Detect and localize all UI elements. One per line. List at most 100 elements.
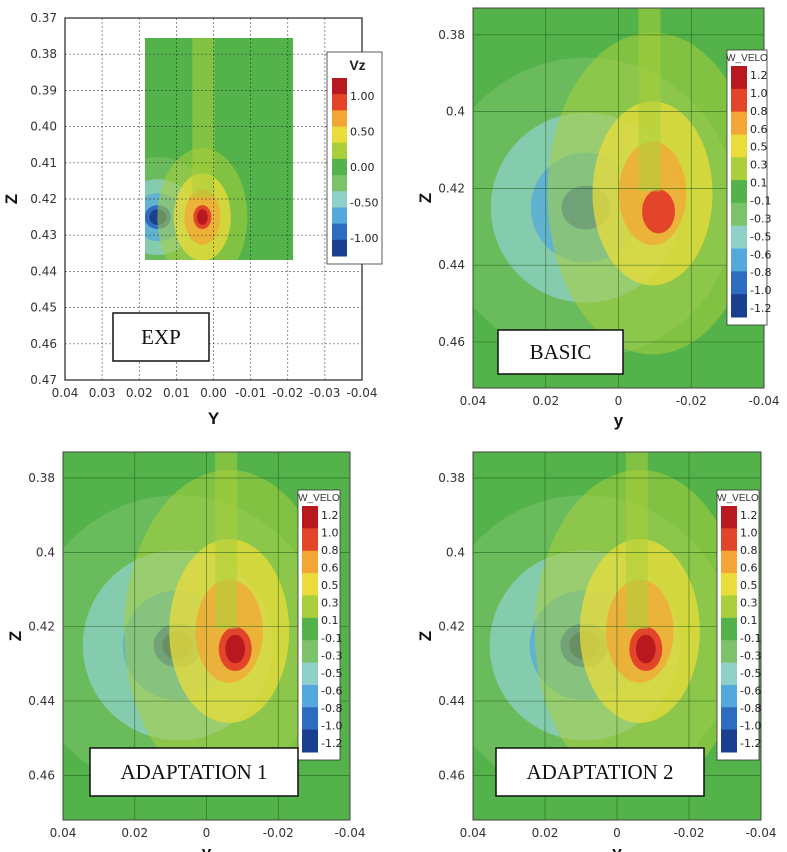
case-label-box [497,329,624,375]
y-tick-label: 0.41 [30,156,57,170]
colorbar-tick-label: 1.0 [750,87,768,100]
x-tick-label: -0.02 [263,826,294,840]
wake-streak [192,38,215,198]
colorbar-swatch [302,617,318,641]
colorbar-tick-label: 0.8 [321,544,339,557]
colorbar-tick-label: 0.6 [321,562,339,575]
colorbar-tick-label: 0.00 [350,161,375,174]
colorbar-title: Vz [349,57,365,73]
colorbar-swatch [721,573,737,596]
colorbar-tick-label: 0.5 [750,141,768,154]
colorbar-tick-label: -1.2 [750,302,771,315]
colorbar-tick-label: 1.2 [750,69,768,82]
colorbar-tick-label: 1.0 [321,526,339,539]
colorbar-tick-label: -0.8 [740,702,761,715]
x-tick-label: 0.03 [89,386,116,400]
panel-4: 0.04 0.02 0 -0.02 -0.04 0.38 0.4 0.42 0.44 0.46 y Z… [416,451,777,852]
colorbar-tick-label: 0.1 [321,614,339,627]
upwash-vortex-center [225,634,246,664]
colorbar: Vz 1.00 0.50 0.00 -0.50 -1.00 [326,51,383,265]
upwash-vortex-center [635,634,656,664]
y-tick-label: 0.46 [438,335,465,349]
x-tick-label: -0.02 [272,386,303,400]
x-tick-label: -0.02 [673,826,704,840]
y-axis-title: Z [2,194,21,204]
colorbar-swatch [302,729,318,753]
colorbar-tick-label: -0.3 [750,212,771,225]
colorbar-swatch [332,239,347,257]
x-tick-label: 0.04 [460,826,487,840]
y-axis-title: Z [416,631,435,641]
y-tick-label: 0.46 [438,768,465,782]
x-tick-label: -0.01 [235,386,266,400]
colorbar-tick-label: -0.50 [350,197,378,210]
colorbar-tick-label: 1.00 [350,90,375,103]
colorbar-tick-label: -0.3 [321,649,342,662]
colorbar-swatch [302,707,318,731]
colorbar-swatch [332,126,347,144]
x-axis-title: Y [208,409,220,428]
colorbar-swatch [302,684,318,708]
x-tick-label: 0.04 [50,826,77,840]
case-label-box [495,747,705,797]
colorbar-tick-label: -1.0 [750,284,771,297]
colorbar-swatch [302,506,318,529]
colorbar-swatch [731,225,747,250]
colorbar-swatch [721,595,737,619]
colorbar: W_VELO 1.2 1.0 0.8 0.6 0.5 0.3 0.1 -0.1 -0.3 -0.5 -… [726,49,771,326]
colorbar-tick-label: 0.3 [740,597,758,610]
colorbar-tick-label: 1.0 [740,526,758,539]
colorbar-tick-label: -0.3 [740,649,761,662]
y-tick-label: 0.38 [28,471,55,485]
y-tick-label: 0.44 [438,258,465,272]
colorbar-tick-label: -0.8 [750,266,771,279]
colorbar-tick-label: -0.6 [750,248,771,261]
colorbar-swatch [731,134,747,158]
y-axis-title: Z [6,631,25,641]
colorbar-tick-label: 0.3 [750,159,768,172]
colorbar-swatch [721,729,737,753]
y-tick-label: 0.44 [438,694,465,708]
panel-2: 0.04 0.02 0 -0.02 -0.04 0.38 0.4 0.42 0.44 0.46 y Z… [416,7,780,430]
colorbar-swatch [332,158,347,176]
colorbar-title: W_VELO [717,493,759,504]
colorbar-swatch [302,528,318,552]
case-label: BASIC [530,340,592,364]
colorbar-swatch [721,684,737,708]
colorbar-tick-label: -0.8 [321,702,342,715]
y-tick-label: 0.4 [36,545,55,559]
colorbar-swatch [332,207,347,225]
colorbar-tick-label: 0.5 [321,579,339,592]
colorbar-swatch [332,110,347,128]
x-axis-title: y [202,843,212,852]
y-tick-label: 0.42 [28,620,55,634]
colorbar-swatch [731,157,747,181]
x-tick-label: 0.02 [126,386,153,400]
y-tick-label: 0.39 [30,83,57,97]
colorbar-swatch [332,175,347,192]
wake-streak [215,452,238,630]
x-tick-label: -0.02 [676,394,707,408]
y-tick-label: 0.4 [446,545,465,559]
y-tick-label: 0.43 [30,228,57,242]
colorbar-swatch [332,191,347,208]
case-label-box [89,747,299,797]
colorbar-tick-label: -1.2 [740,737,761,750]
colorbar-tick-label: -0.5 [740,667,761,680]
colorbar-tick-label: -0.5 [321,667,342,680]
colorbar-tick-label: 0.8 [750,105,768,118]
upwash-vortex-center [648,197,669,226]
case-label: ADAPTATION 1 [120,760,267,784]
y-tick-label: 0.46 [28,768,55,782]
colorbar-swatch [721,662,737,686]
velocity-field [145,38,293,260]
upwash-vortex-center [196,209,208,225]
y-tick-label: 0.42 [438,620,465,634]
y-tick-label: 0.46 [30,337,57,351]
y-axis-title: Z [416,193,435,203]
x-tick-label: 0.02 [532,394,559,408]
x-tick-label: -0.04 [748,394,779,408]
colorbar-tick-label: 0.50 [350,125,375,138]
case-label: EXP [141,325,181,349]
